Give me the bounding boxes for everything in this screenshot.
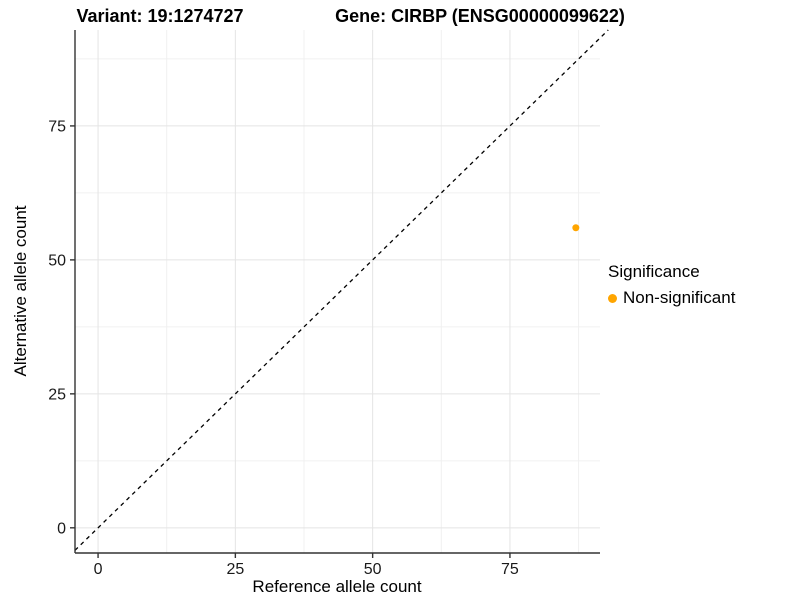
x-tick-label: 25 (226, 561, 244, 578)
x-tick-label: 50 (364, 561, 382, 578)
gene-title: Gene: CIRBP (ENSG00000099622) (335, 6, 625, 26)
variant-title: Variant: 19:1274727 (76, 6, 244, 26)
x-tick-label: 0 (94, 561, 103, 578)
legend-entry-label: Non-significant (623, 288, 736, 307)
legend: Significance Non-significant (608, 262, 735, 308)
identity-line (74, 29, 609, 551)
y-tick-label: 25 (48, 386, 66, 403)
y-axis-title: Alternative allele count (11, 205, 30, 377)
x-axis-title: Reference allele count (252, 577, 422, 596)
y-tick-label: 75 (48, 118, 66, 135)
legend-entry: Non-significant (608, 288, 735, 308)
x-tick-label: 75 (501, 561, 519, 578)
y-tick-label: 0 (57, 520, 66, 537)
legend-title: Significance (608, 262, 700, 281)
point-marker-icon (608, 293, 617, 303)
y-tick-label: 50 (48, 252, 66, 269)
data-point (572, 224, 580, 232)
